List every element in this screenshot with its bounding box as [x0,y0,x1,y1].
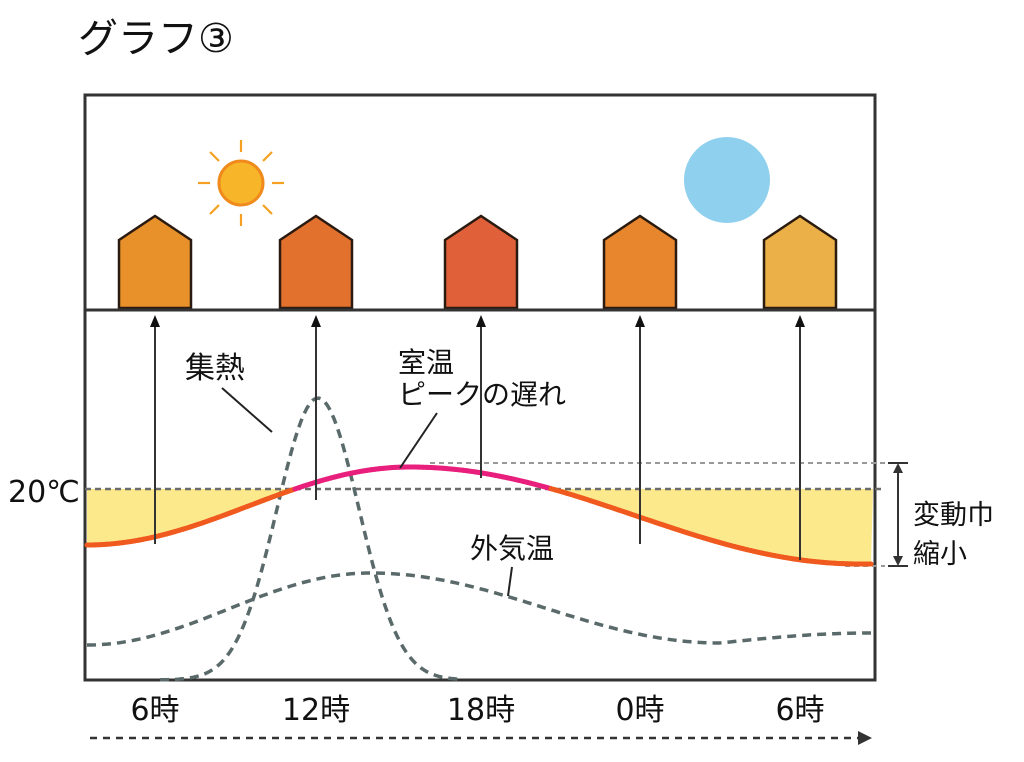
vertical-arrow-5 [795,315,805,560]
moon-icon [684,137,770,223]
sun-icon [198,140,284,226]
series-heat-gain [160,396,461,682]
range-bracket [888,462,908,567]
vertical-arrow-3 [476,315,486,478]
house-icon-4 [602,214,678,310]
range-reduction-label-1: 変動巾 [913,500,994,531]
heat-gain-leader [221,387,273,433]
series-outside-temp [87,571,871,647]
room-temp-peak-delay-label: ピークの遅れ [398,378,566,411]
house-icon-5 [762,214,838,310]
house-icon-3 [443,214,519,310]
house-icon-2 [278,214,354,310]
vertical-arrow-4 [635,315,645,544]
series-room-temp [84,464,874,567]
outside-temp-label: 外気温 [470,532,554,565]
range-reduction-label-2: 縮小 [913,539,967,570]
heat-gain-label: 集熱 [185,351,245,386]
fluctuation-band [87,489,873,564]
chart-title: グラフ③ [78,16,234,62]
vertical-arrow-1 [150,315,160,544]
x-tick-label: 18時 [447,693,515,728]
outside-temp-leader [507,566,513,597]
x-tick-label: 12時 [282,693,350,728]
room-temp-leader [399,412,438,469]
room-temp-label: 室温 [398,346,454,379]
reference-20c-label: 20℃ [8,475,80,510]
x-tick-label: 6時 [775,693,824,728]
vertical-arrow-2 [311,315,321,500]
time-arrow-head [858,731,872,745]
x-tick-label: 0時 [615,693,664,728]
house-icon-1 [117,214,193,310]
x-tick-label: 6時 [130,693,179,728]
